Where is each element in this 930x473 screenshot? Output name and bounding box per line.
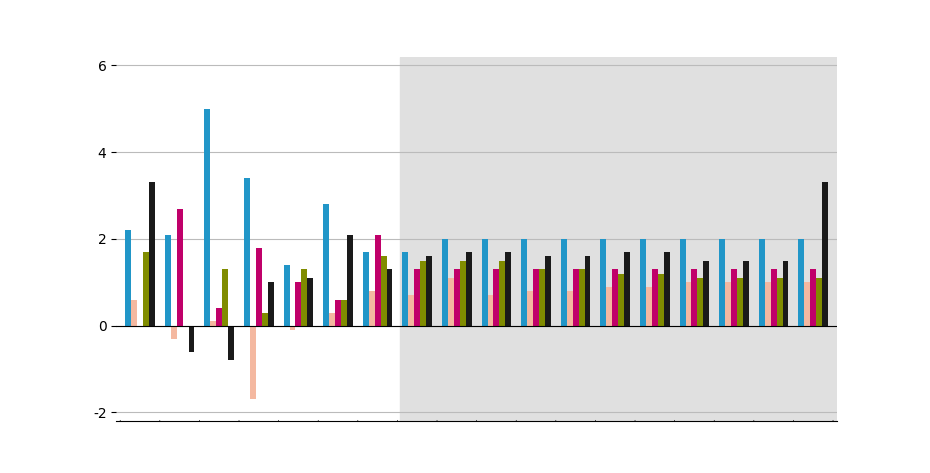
Bar [189, 325, 194, 351]
Bar [640, 239, 646, 325]
Bar [131, 299, 137, 325]
Bar [692, 269, 698, 325]
Bar [685, 282, 692, 325]
Bar [307, 278, 313, 325]
Bar [341, 299, 347, 325]
Bar [426, 256, 432, 325]
Bar [521, 239, 527, 325]
Bar [256, 247, 261, 325]
Bar [284, 265, 289, 325]
Bar [210, 321, 217, 325]
Bar [205, 109, 210, 325]
Bar [375, 235, 380, 325]
Bar [601, 239, 606, 325]
Bar [149, 183, 155, 325]
Bar [329, 313, 335, 325]
Bar [408, 295, 414, 325]
Bar [804, 282, 810, 325]
Bar [573, 269, 578, 325]
Bar [646, 287, 652, 325]
Bar [420, 261, 426, 325]
Bar [771, 269, 777, 325]
Bar [539, 269, 545, 325]
Bar [664, 252, 670, 325]
Bar [323, 204, 329, 325]
Bar [368, 291, 375, 325]
Bar [414, 269, 420, 325]
Bar [268, 282, 273, 325]
Bar [817, 278, 822, 325]
Bar [822, 183, 828, 325]
Bar [459, 261, 466, 325]
Bar [527, 291, 533, 325]
Bar [335, 299, 341, 325]
Bar [442, 239, 448, 325]
Bar [612, 269, 618, 325]
Bar [798, 239, 804, 325]
Bar [566, 291, 573, 325]
Bar [624, 252, 631, 325]
Bar [561, 239, 566, 325]
Bar [222, 269, 228, 325]
Bar [680, 239, 685, 325]
Bar [228, 325, 234, 360]
Bar [782, 261, 789, 325]
Bar [703, 261, 710, 325]
Bar [171, 325, 177, 339]
Bar [296, 282, 301, 325]
Bar [177, 209, 182, 325]
Bar [759, 239, 764, 325]
Bar [731, 269, 737, 325]
Bar [380, 256, 387, 325]
Bar [301, 269, 307, 325]
Bar [585, 256, 591, 325]
Bar [698, 278, 703, 325]
Bar [448, 278, 454, 325]
Bar [363, 252, 368, 325]
Bar [482, 239, 487, 325]
Bar [533, 269, 539, 325]
Bar [505, 252, 512, 325]
Bar [810, 269, 817, 325]
Bar [466, 252, 472, 325]
Bar [143, 252, 149, 325]
Bar [719, 239, 725, 325]
Bar [487, 295, 494, 325]
Bar [165, 235, 171, 325]
Bar [261, 313, 268, 325]
Bar [401, 57, 837, 421]
Bar [347, 235, 352, 325]
Bar [244, 178, 250, 325]
Bar [499, 261, 505, 325]
Bar [764, 282, 771, 325]
Bar [494, 269, 499, 325]
Bar [403, 252, 408, 325]
Bar [387, 269, 392, 325]
Bar [578, 269, 585, 325]
Bar [289, 325, 296, 330]
Bar [250, 325, 256, 399]
Bar [217, 308, 222, 325]
Bar [545, 256, 551, 325]
Bar [725, 282, 731, 325]
Bar [737, 278, 743, 325]
Bar [777, 278, 782, 325]
Bar [454, 269, 459, 325]
Bar [618, 273, 624, 325]
Bar [652, 269, 658, 325]
Bar [606, 287, 612, 325]
Bar [743, 261, 749, 325]
Bar [126, 230, 131, 325]
Bar [658, 273, 664, 325]
